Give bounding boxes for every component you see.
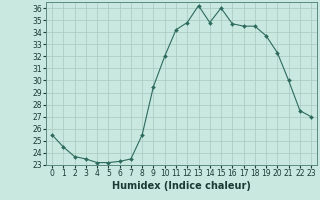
- X-axis label: Humidex (Indice chaleur): Humidex (Indice chaleur): [112, 181, 251, 191]
